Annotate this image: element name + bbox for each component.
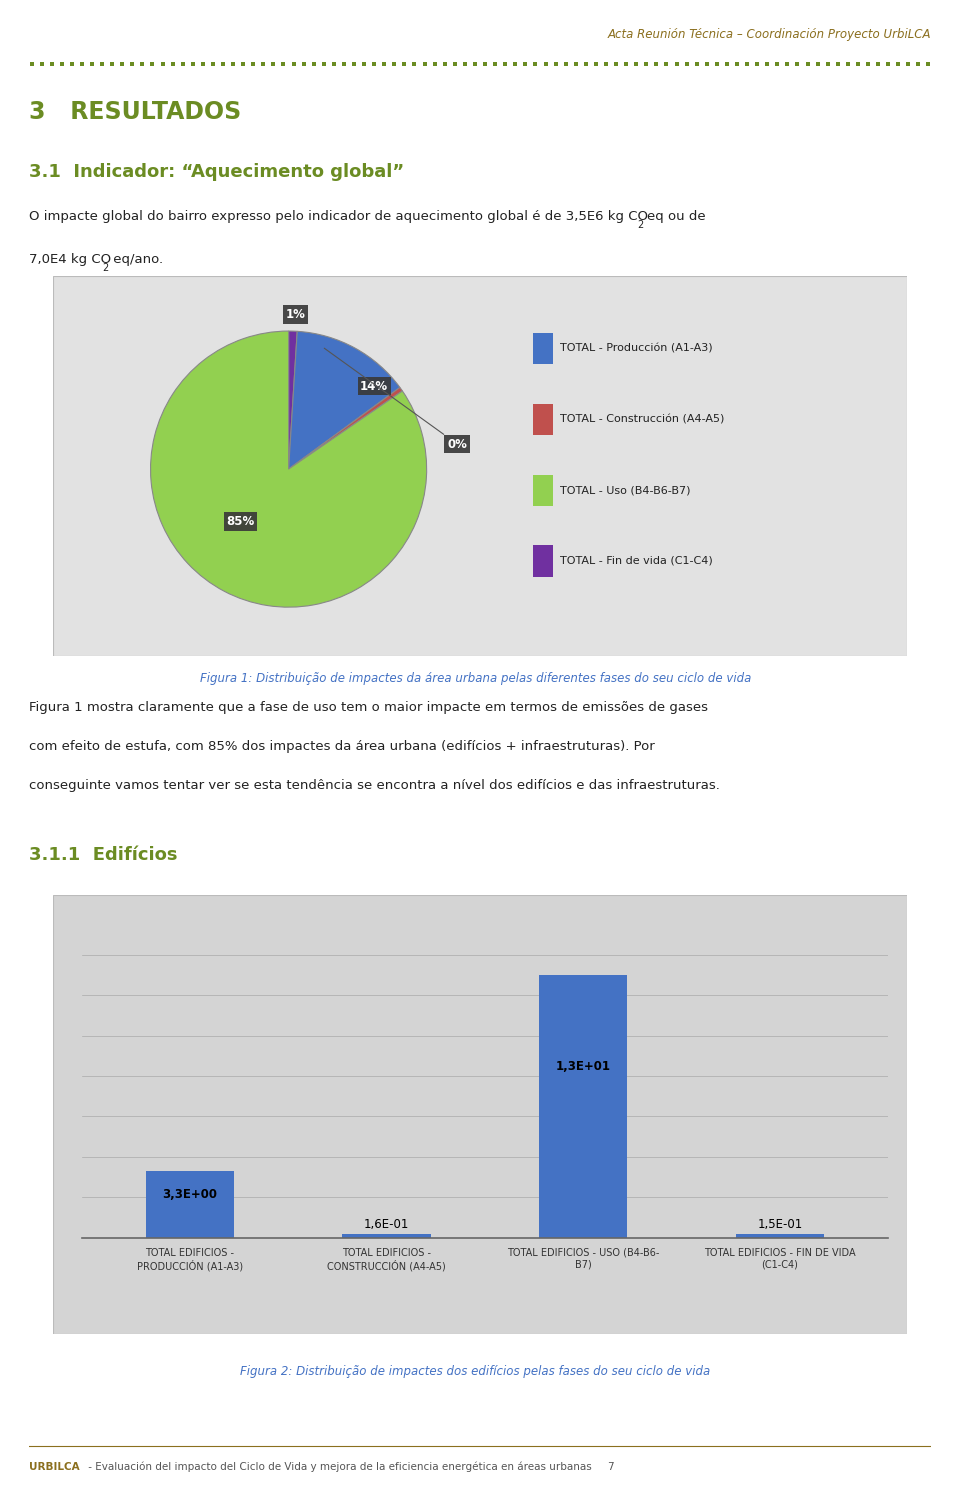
Bar (533, 474, 553, 505)
Text: 0%: 0% (447, 438, 467, 450)
Wedge shape (289, 331, 400, 470)
Text: 7,0E4 kg CO: 7,0E4 kg CO (29, 253, 111, 267)
Text: conseguinte vamos tentar ver se esta tendência se encontra a nível dos edifícios: conseguinte vamos tentar ver se esta ten… (29, 778, 720, 792)
Text: TOTAL - Construcción (A4-A5): TOTAL - Construcción (A4-A5) (561, 414, 725, 425)
Wedge shape (151, 331, 426, 607)
Text: 2: 2 (102, 264, 108, 273)
Text: 3,3E+00: 3,3E+00 (162, 1188, 217, 1200)
Text: com efeito de estufa, com 85% dos impactes da área urbana (edifícios + infraestr: com efeito de estufa, com 85% dos impact… (29, 740, 655, 753)
Text: eq/ano.: eq/ano. (109, 253, 163, 267)
Text: 85%: 85% (227, 514, 254, 528)
Text: 1,3E+01: 1,3E+01 (556, 1060, 611, 1074)
Text: 1,5E-01: 1,5E-01 (757, 1218, 803, 1232)
Text: Acta Reunión Técnica – Coordinación Proyecto UrbiLCA: Acta Reunión Técnica – Coordinación Proy… (608, 28, 931, 40)
Text: eq ou de: eq ou de (647, 210, 706, 222)
Text: 3   RESULTADOS: 3 RESULTADOS (29, 100, 241, 124)
Text: 1,6E-01: 1,6E-01 (364, 1218, 409, 1230)
Bar (533, 546, 553, 577)
FancyBboxPatch shape (53, 276, 907, 656)
Text: O impacte global do bairro expresso pelo indicador de aquecimento global é de 3,: O impacte global do bairro expresso pelo… (29, 210, 648, 222)
Text: 3.1  Indicador: “Aquecimento global”: 3.1 Indicador: “Aquecimento global” (29, 163, 404, 180)
Text: 2: 2 (637, 221, 644, 230)
FancyBboxPatch shape (53, 895, 907, 1334)
Text: TOTAL - Uso (B4-B6-B7): TOTAL - Uso (B4-B6-B7) (561, 485, 690, 495)
Bar (539, 975, 628, 1238)
Bar (533, 332, 553, 364)
Text: TOTAL - Producción (A1-A3): TOTAL - Producción (A1-A3) (561, 343, 712, 353)
Text: Figura 1 mostra claramente que a fase de uso tem o maior impacte em termos de em: Figura 1 mostra claramente que a fase de… (29, 701, 708, 714)
Bar (533, 404, 553, 435)
Text: - Evaluación del impacto del Ciclo de Vida y mejora de la eficiencia energética : - Evaluación del impacto del Ciclo de Vi… (84, 1461, 614, 1473)
Text: TOTAL - Fin de vida (C1-C4): TOTAL - Fin de vida (C1-C4) (561, 556, 713, 567)
Text: 14%: 14% (360, 380, 388, 392)
Text: Figura 1: Distribuição de impactes da área urbana pelas diferentes fases do seu : Figura 1: Distribuição de impactes da ár… (200, 672, 751, 684)
Text: URBILCA: URBILCA (29, 1463, 80, 1472)
Text: Figura 2: Distribuição de impactes dos edifícios pelas fases do seu ciclo de vid: Figura 2: Distribuição de impactes dos e… (240, 1366, 710, 1378)
Text: 3.1.1  Edifícios: 3.1.1 Edifícios (29, 847, 178, 865)
Bar (146, 1170, 234, 1238)
Text: 1%: 1% (285, 309, 305, 321)
Wedge shape (289, 331, 298, 470)
Wedge shape (289, 388, 402, 470)
Bar (342, 1235, 431, 1238)
Bar (735, 1235, 824, 1238)
